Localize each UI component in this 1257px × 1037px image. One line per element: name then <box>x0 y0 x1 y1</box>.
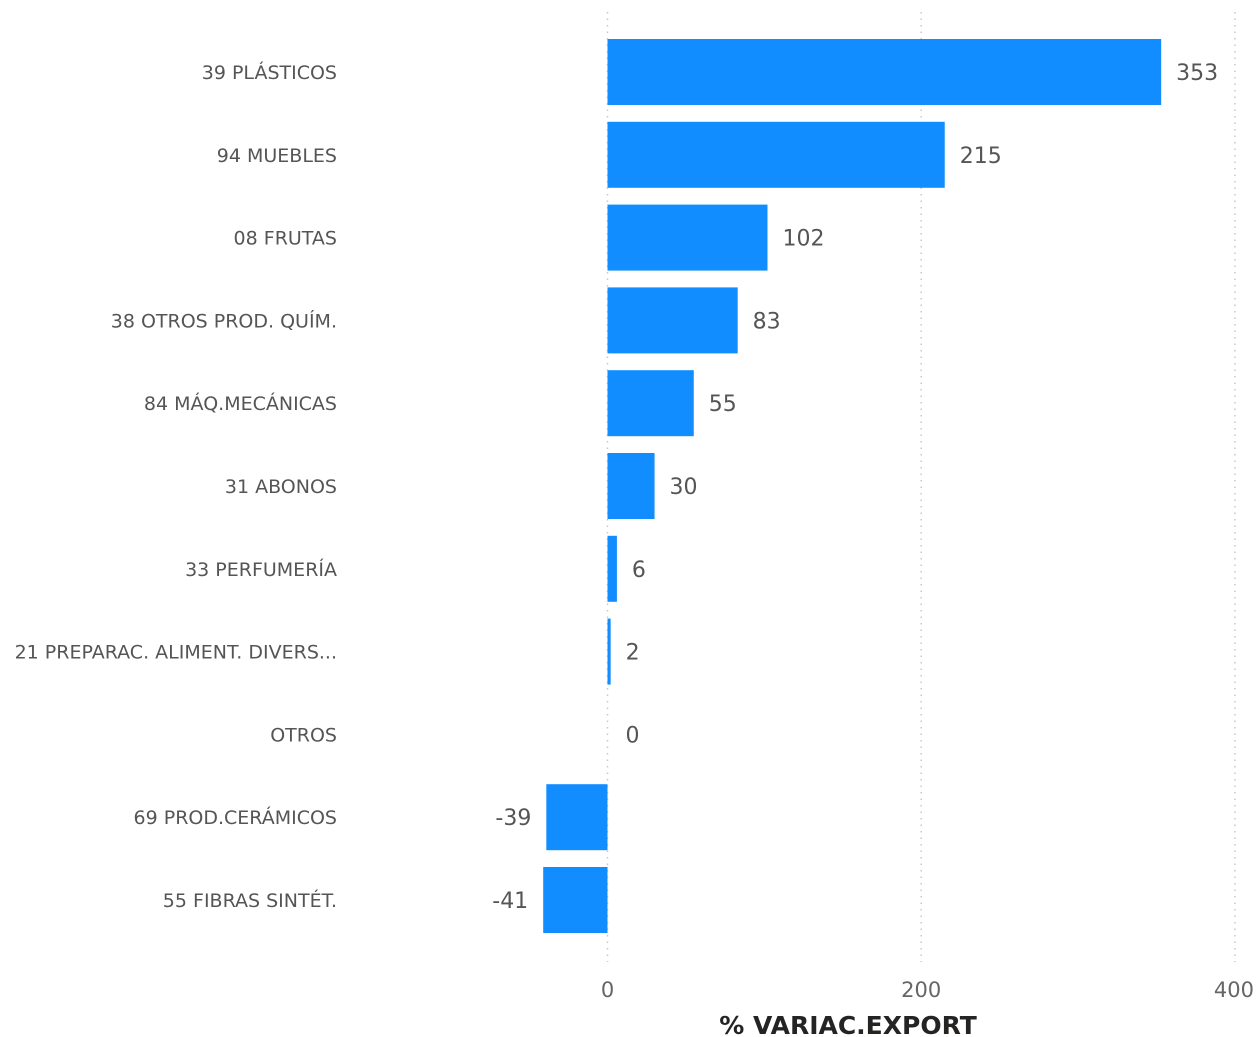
category-labels: 39 PLÁSTICOS 94 MUEBLES 08 FRUTAS 38 OTROS … <box>15 61 337 912</box>
bar[interactable] <box>543 867 608 933</box>
category-label: 39 PLÁSTICOS <box>202 61 337 84</box>
category-label: 33 PERFUMERÍA <box>185 558 337 581</box>
bar[interactable] <box>546 784 608 851</box>
data-label: 55 <box>709 392 737 417</box>
x-tick-label: 200 <box>901 978 941 1002</box>
category-label: 55 FIBRAS SINTÉT. <box>163 889 337 912</box>
data-label: -39 <box>495 806 531 831</box>
x-axis-ticks: 0 200 400 <box>601 978 1254 1002</box>
category-label: 38 OTROS PROD. QUÍM. <box>111 309 337 332</box>
bar[interactable] <box>607 618 611 685</box>
data-label: 2 <box>626 641 640 666</box>
bar[interactable] <box>607 121 945 188</box>
category-label: 08 FRUTAS <box>234 228 337 250</box>
x-tick-label: 400 <box>1214 978 1254 1002</box>
data-label: -41 <box>492 889 528 914</box>
category-label: 94 MUEBLES <box>217 145 337 167</box>
data-label: 30 <box>670 475 698 500</box>
bar[interactable] <box>607 535 617 602</box>
bar[interactable] <box>607 287 738 354</box>
data-labels: 353 215 102 83 55 30 6 2 0 -39 -41 <box>492 61 1218 914</box>
x-tick-label: 0 <box>601 978 614 1002</box>
data-label: 0 <box>626 723 640 748</box>
category-label: OTROS <box>270 724 337 746</box>
data-label: 215 <box>960 144 1002 169</box>
bar[interactable] <box>607 370 694 437</box>
data-label: 353 <box>1176 61 1218 86</box>
data-label: 102 <box>782 227 824 252</box>
bar[interactable] <box>607 204 768 271</box>
bar[interactable] <box>607 39 1162 105</box>
category-label: 84 MÁQ.MECÁNICAS <box>144 392 337 415</box>
bar[interactable] <box>607 453 655 519</box>
x-axis-title: % VARIAC.EXPORT <box>719 1011 977 1037</box>
category-label: 69 PROD.CERÁMICOS <box>134 806 337 829</box>
category-label: 31 ABONOS <box>225 476 337 498</box>
data-label: 6 <box>632 558 646 583</box>
data-label: 83 <box>753 309 781 334</box>
bars <box>543 39 1162 933</box>
category-label: 21 PREPARAC. ALIMENT. DIVERS... <box>15 642 337 664</box>
